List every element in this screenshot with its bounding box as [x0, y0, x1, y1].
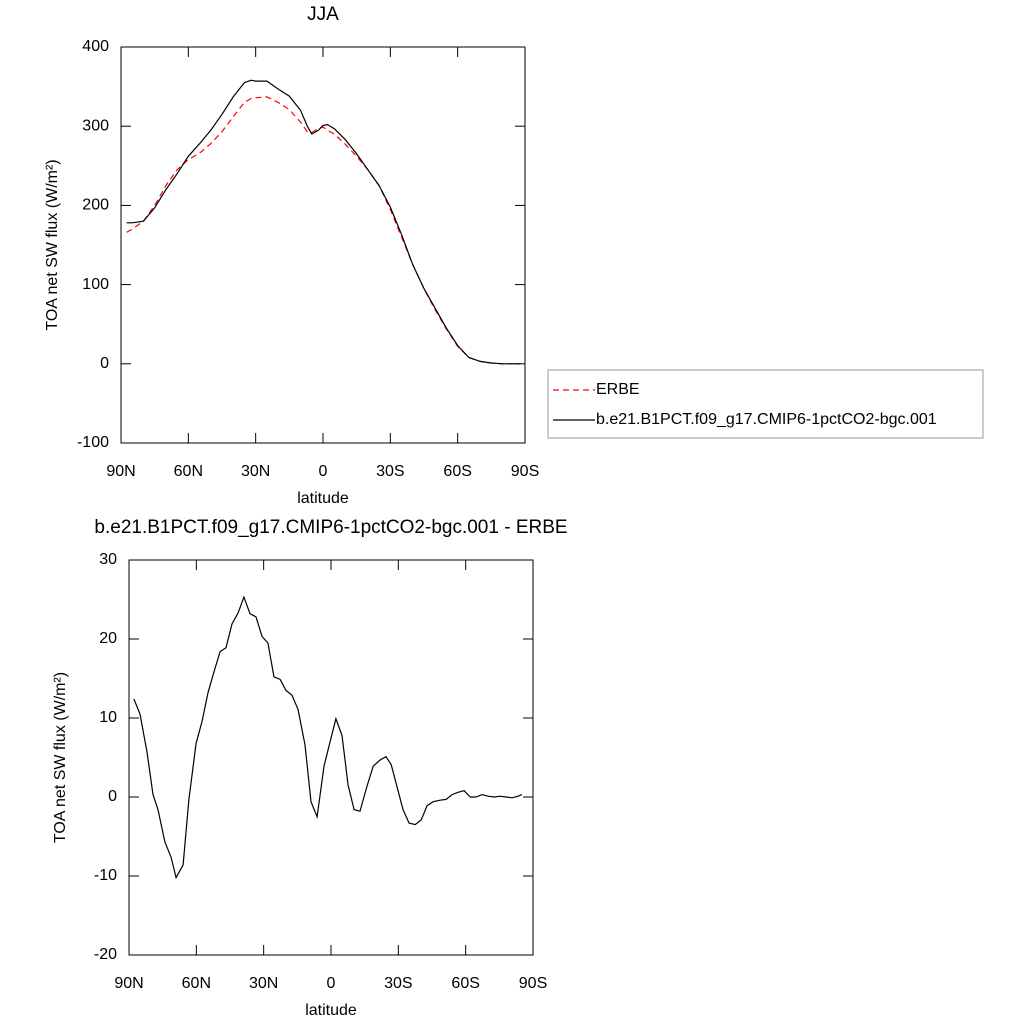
- y-tick-label: 0: [108, 788, 117, 805]
- chart-title: JJA: [307, 4, 339, 25]
- data-line: [133, 595, 523, 880]
- y-tick-label: 30: [99, 551, 117, 568]
- legend-label: b.e21.B1PCT.f09_g17.CMIP6-1pctCO2-bgc.00…: [596, 411, 937, 428]
- y-tick-label: 100: [82, 276, 109, 293]
- y-tick-label: 0: [100, 355, 109, 372]
- x-tick-label: 0: [327, 975, 336, 992]
- y-tick-label: 300: [82, 117, 109, 134]
- x-axis-label: latitude: [297, 490, 349, 507]
- data-line: [126, 96, 521, 365]
- y-tick-label: 200: [82, 197, 109, 214]
- y-tick-label: 400: [82, 38, 109, 55]
- y-tick-label: -100: [77, 434, 109, 451]
- chart-title: b.e21.B1PCT.f09_g17.CMIP6-1pctCO2-bgc.00…: [94, 517, 567, 538]
- y-axis-label: TOA net SW flux (W/m²): [52, 672, 69, 843]
- plot-frame: [128, 559, 534, 956]
- x-tick-label: 60S: [443, 463, 471, 480]
- plot-frame: [120, 46, 526, 444]
- legend-box: [547, 369, 984, 439]
- x-tick-label: 90N: [114, 975, 143, 992]
- x-tick-label: 60N: [174, 463, 203, 480]
- x-tick-label: 90S: [511, 463, 539, 480]
- y-tick-label: 10: [99, 709, 117, 726]
- x-tick-label: 30N: [241, 463, 270, 480]
- y-axis-label: TOA net SW flux (W/m²): [44, 159, 61, 330]
- x-tick-label: 60S: [451, 975, 479, 992]
- x-tick-label: 60N: [182, 975, 211, 992]
- x-tick-label: 30S: [384, 975, 412, 992]
- x-axis-label: latitude: [305, 1002, 357, 1019]
- x-tick-label: 30S: [376, 463, 404, 480]
- y-tick-label: 20: [99, 630, 117, 647]
- x-tick-label: 90S: [519, 975, 547, 992]
- x-tick-label: 90N: [106, 463, 135, 480]
- y-tick-label: -20: [94, 946, 117, 963]
- legend-label: ERBE: [596, 381, 640, 398]
- data-line: [126, 79, 521, 365]
- y-tick-label: -10: [94, 867, 117, 884]
- x-tick-label: 0: [319, 463, 328, 480]
- x-tick-label: 30N: [249, 975, 278, 992]
